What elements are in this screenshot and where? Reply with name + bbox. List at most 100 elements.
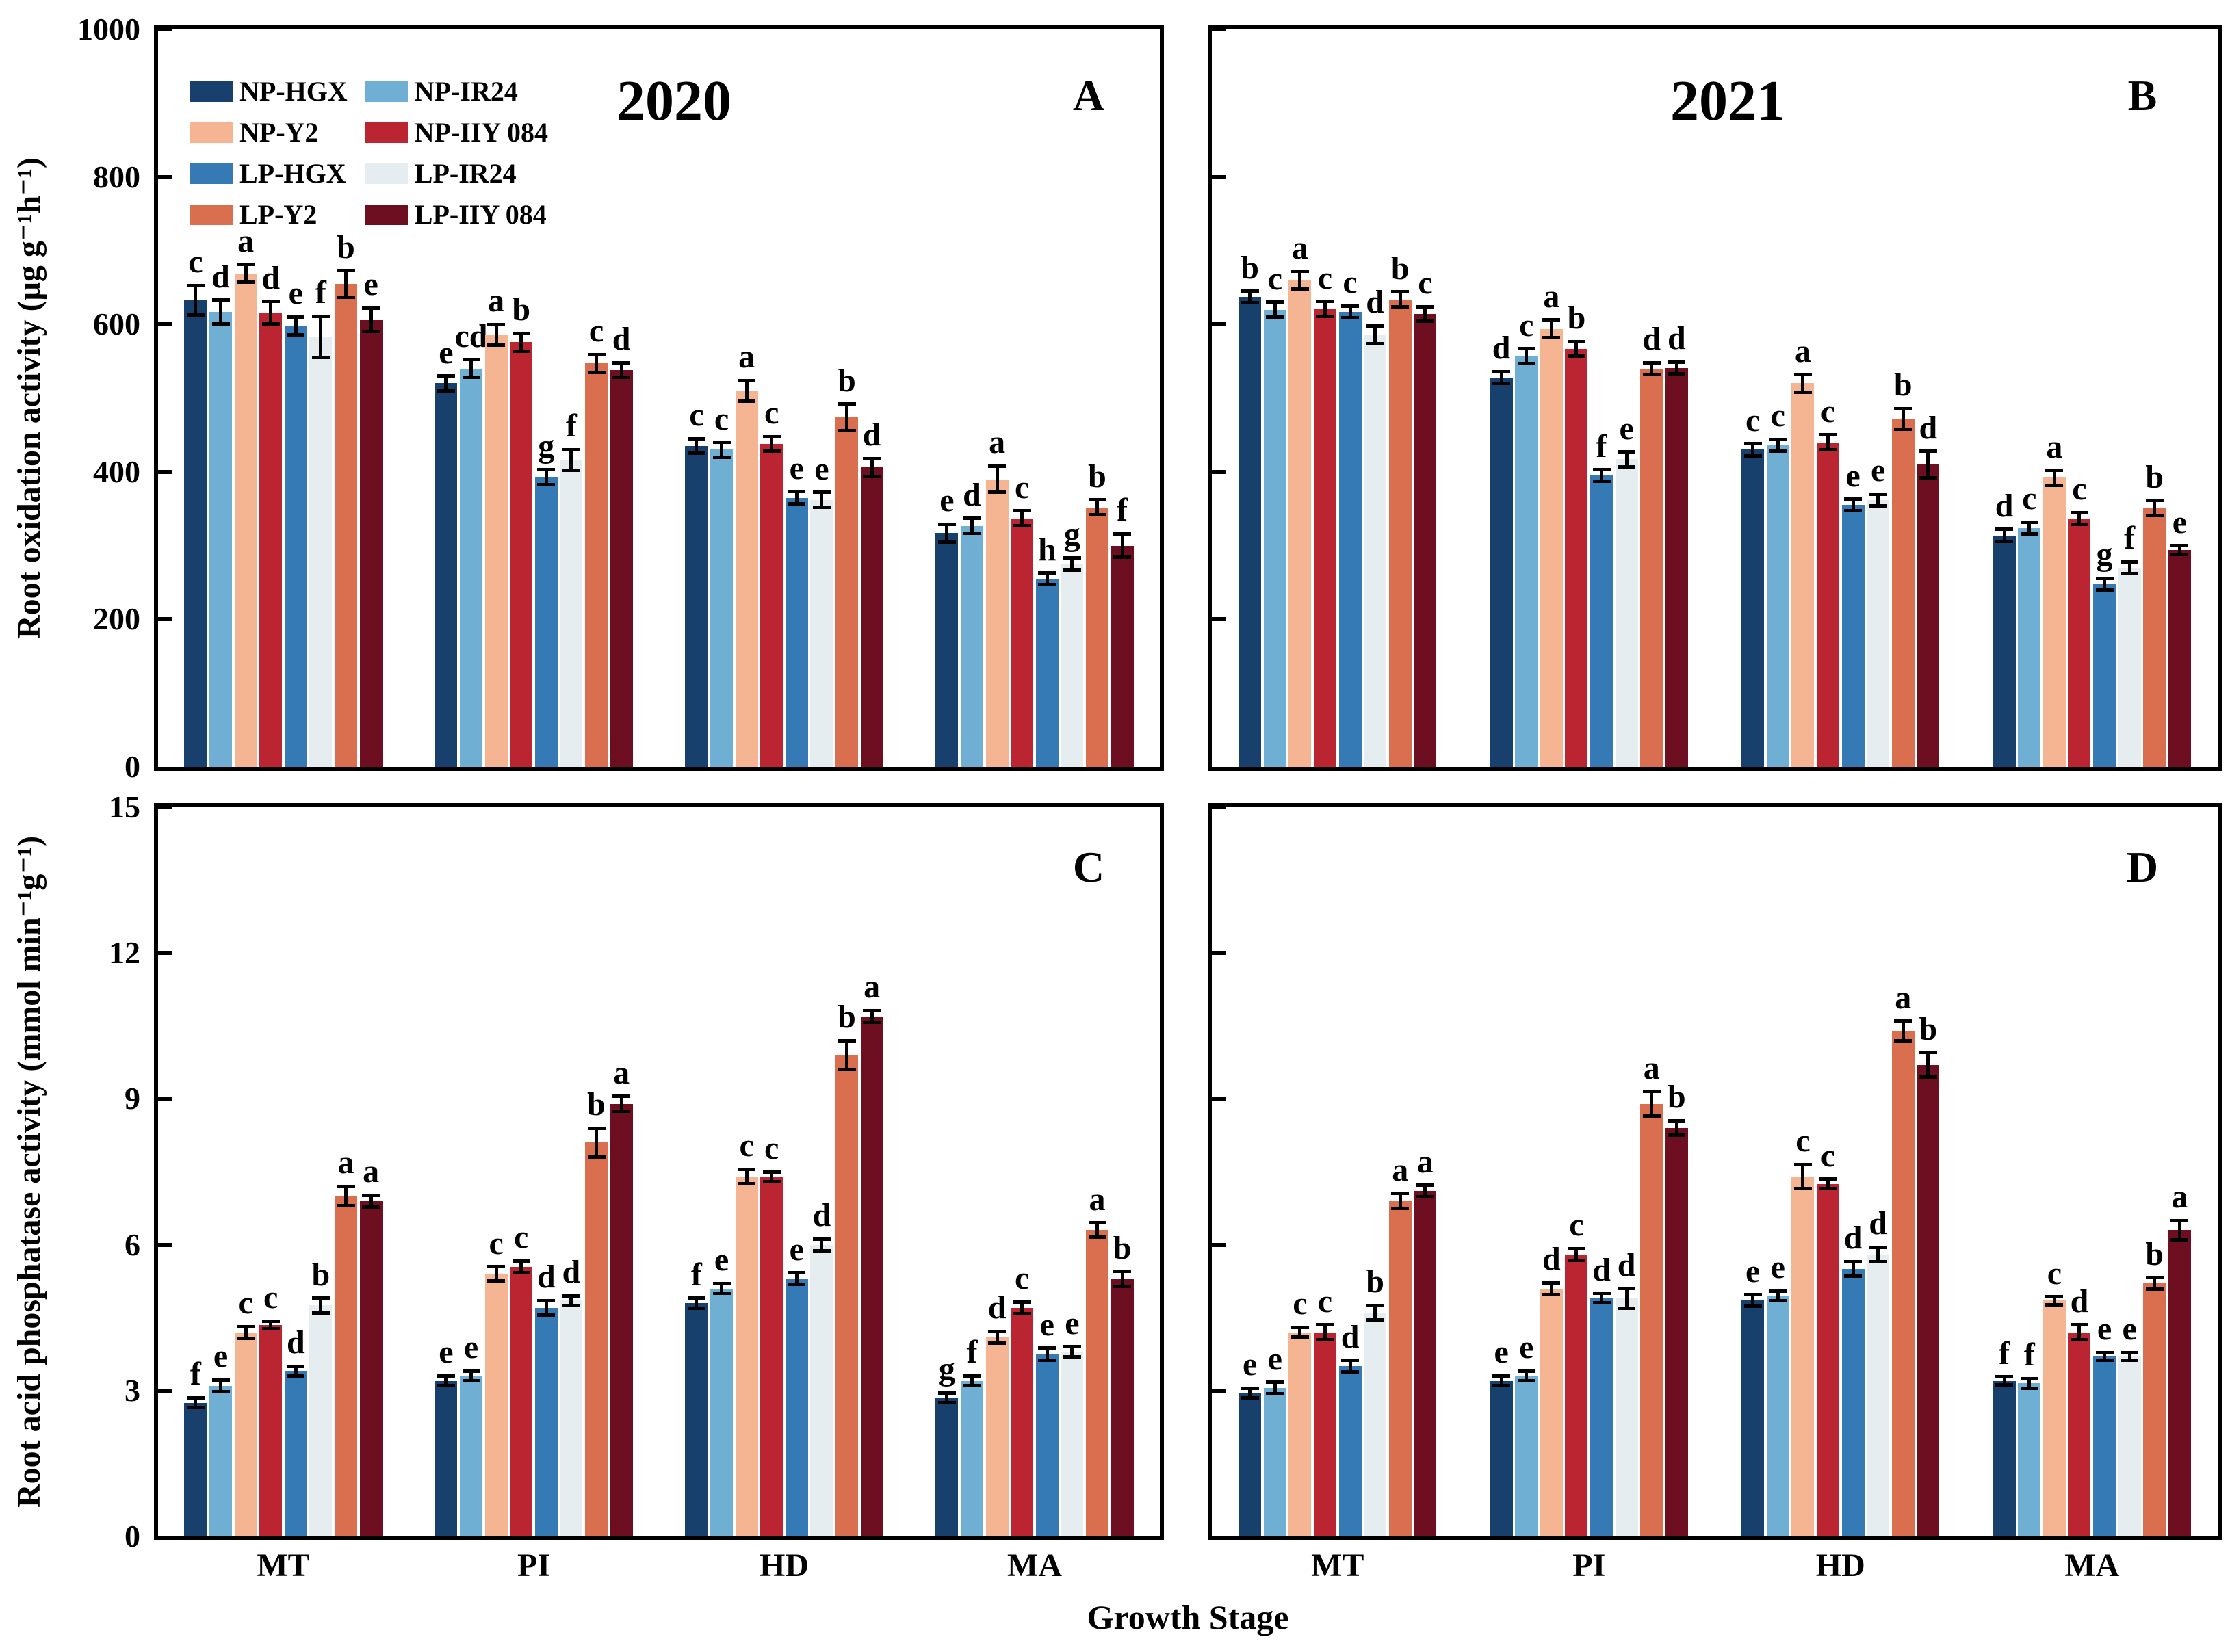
error-cap-bottom-LP-Y2-MT-B <box>1391 304 1410 309</box>
sig-letter-LP-IR24-HD-D: d <box>1869 1205 1887 1242</box>
bar-NP-Y2-HD-A <box>735 391 758 767</box>
sig-letter-LP-IR24-MA-B: f <box>2124 520 2136 557</box>
error-cap-bottom-LP-HGX-PI-C <box>537 1313 556 1317</box>
bar-LP-HGX-MA-A <box>1035 579 1059 767</box>
sig-letter-LP-IIY 084-PI-C: a <box>613 1054 630 1091</box>
error-cap-bottom-NP-IIY 084-PI-C <box>512 1270 530 1274</box>
sig-letter-NP-IR24-PI-D: e <box>1519 1329 1534 1366</box>
sig-letter-LP-IIY 084-MT-A: e <box>363 266 378 303</box>
error-bar-NP-HGX-MA-B <box>2002 529 2006 542</box>
error-cap-bottom-LP-Y2-HD-D <box>1894 1038 1913 1043</box>
error-cap-bottom-NP-Y2-HD-D <box>1793 1187 1812 1191</box>
bar-LP-IR24-HD-B <box>1867 499 1890 767</box>
bar-LP-IR24-MT-A <box>309 337 333 767</box>
error-cap-bottom-LP-Y2-MT-A <box>337 295 355 299</box>
error-bar-NP-HGX-HD-C <box>695 1298 699 1308</box>
error-bar-LP-IIY 084-HD-C <box>870 1010 874 1023</box>
sig-letter-NP-Y2-MA-A: a <box>989 424 1006 461</box>
error-cap-bottom-NP-IR24-MA-B <box>2020 532 2038 536</box>
error-cap-bottom-LP-IR24-PI-D <box>1618 1306 1636 1310</box>
bar-NP-HGX-PI-B <box>1490 377 1513 767</box>
error-cap-bottom-NP-IR24-HD-B <box>1769 449 1787 454</box>
error-cap-top-LP-Y2-MA-D <box>2145 1276 2164 1280</box>
error-cap-top-NP-IIY 084-MT-B <box>1316 300 1334 304</box>
bar-LP-IR24-MA-B <box>2118 567 2141 767</box>
error-cap-top-LP-Y2-MA-C <box>1088 1221 1106 1225</box>
error-bar-LP-HGX-MA-A <box>1045 573 1049 585</box>
x-category-C-MT: MT <box>257 1547 310 1584</box>
error-cap-top-NP-IR24-MA-C <box>963 1374 981 1378</box>
error-bar-LP-IIY 084-MT-B <box>1423 306 1427 322</box>
error-bar-LP-Y2-MA-B <box>2153 500 2157 516</box>
error-bar-NP-Y2-PI-D <box>1549 1283 1553 1295</box>
error-cap-top-LP-HGX-HD-C <box>788 1271 806 1275</box>
error-bar-LP-Y2-PI-B <box>1650 363 1654 375</box>
error-cap-top-NP-HGX-HD-B <box>1743 442 1762 446</box>
error-cap-bottom-NP-HGX-HD-C <box>687 1306 705 1310</box>
bar-LP-HGX-MT-D <box>1338 1366 1362 1536</box>
error-cap-bottom-NP-IR24-MT-B <box>1266 315 1284 319</box>
error-bar-NP-HGX-MA-D <box>2002 1376 2006 1385</box>
bar-NP-HGX-HD-C <box>685 1302 708 1536</box>
legend: NP-HGX NP-Y2 LP-HGX LP-Y2 NP-IR24 NP-IIY 084 L… <box>190 71 548 235</box>
bar-LP-HGX-MT-A <box>284 326 307 767</box>
error-cap-bottom-NP-Y2-PI-D <box>1542 1292 1561 1296</box>
bar-NP-IR24-MA-A <box>961 525 983 767</box>
error-bar-LP-HGX-HD-B <box>1851 499 1855 511</box>
error-bar-LP-IIY 084-HD-D <box>1926 1052 1930 1077</box>
error-cap-top-LP-IIY 084-PI-B <box>1668 360 1686 364</box>
error-bar-NP-HGX-PI-B <box>1499 371 1503 384</box>
error-cap-top-LP-IIY 084-HD-C <box>863 1008 881 1012</box>
error-cap-bottom-LP-Y2-MT-C <box>337 1204 355 1208</box>
error-cap-top-LP-HGX-MT-B <box>1341 304 1360 308</box>
error-cap-bottom-LP-HGX-MT-C <box>287 1374 305 1378</box>
sig-letter-LP-Y2-MT-B: b <box>1390 250 1410 287</box>
sig-letter-LP-HGX-PI-D: d <box>1592 1251 1611 1288</box>
sig-letter-NP-HGX-MT-C: f <box>190 1356 201 1393</box>
sig-letter-NP-IR24-HD-D: e <box>1770 1249 1785 1286</box>
error-cap-top-NP-HGX-HD-D <box>1743 1293 1762 1297</box>
error-bar-LP-IIY 084-MA-A <box>1120 534 1124 558</box>
error-cap-bottom-LP-HGX-MA-D <box>2095 1359 2114 1363</box>
error-bar-LP-IR24-PI-C <box>569 1296 573 1306</box>
bar-LP-IR24-MT-B <box>1364 335 1387 767</box>
error-cap-top-NP-Y2-MT-B <box>1291 270 1309 274</box>
error-cap-top-LP-HGX-HD-D <box>1844 1259 1863 1263</box>
error-bar-NP-IIY 084-MT-B <box>1323 301 1327 317</box>
error-cap-top-LP-IR24-MT-D <box>1366 1303 1384 1307</box>
error-cap-top-LP-Y2-MT-D <box>1391 1192 1410 1196</box>
bar-LP-IIY 084-HD-B <box>1917 464 1940 767</box>
sig-letter-NP-IR24-PI-C: e <box>463 1329 479 1366</box>
sig-letter-LP-HGX-HD-D: d <box>1843 1220 1863 1257</box>
error-bar-LP-IR24-PI-D <box>1624 1288 1629 1308</box>
error-cap-bottom-NP-IIY 084-HD-C <box>762 1179 781 1183</box>
panel-A-plot: c d a d e f b e e cd a b g f c d c c a c e e b d e d a c h g b f <box>154 25 1164 771</box>
sig-letter-NP-HGX-MT-D: e <box>1242 1346 1258 1383</box>
error-bar-LP-Y2-HD-D <box>1901 1021 1905 1041</box>
error-cap-bottom-NP-IIY 084-PI-B <box>1567 354 1585 358</box>
error-cap-top-NP-HGX-MT-D <box>1241 1386 1259 1390</box>
sig-letter-NP-Y2-HD-C: c <box>739 1127 754 1164</box>
sig-letter-NP-HGX-PI-C: e <box>439 1334 454 1371</box>
bar-LP-IIY 084-MT-C <box>359 1201 383 1536</box>
bar-NP-HGX-MT-A <box>184 300 207 767</box>
bar-LP-Y2-PI-D <box>1640 1103 1663 1536</box>
sig-letter-NP-IIY 084-HD-D: c <box>1820 1137 1836 1174</box>
error-cap-top-NP-IR24-PI-A <box>462 358 480 362</box>
bar-NP-HGX-MA-B <box>1993 535 2016 767</box>
error-cap-top-NP-HGX-PI-C <box>437 1374 455 1378</box>
error-cap-bottom-LP-HGX-HD-B <box>1844 509 1863 513</box>
sig-letter-LP-Y2-HD-B: b <box>1893 367 1913 404</box>
error-bar-LP-IR24-MT-A <box>319 316 323 358</box>
sig-letter-NP-IIY 084-MT-D: c <box>1317 1283 1333 1320</box>
bar-NP-Y2-MA-B <box>2043 477 2066 767</box>
error-bar-NP-IIY 084-MT-A <box>269 301 273 324</box>
sig-letter-NP-HGX-HD-B: c <box>1745 402 1761 438</box>
error-bar-NP-Y2-PI-A <box>494 324 498 345</box>
error-cap-top-NP-HGX-MT-C <box>186 1395 205 1400</box>
error-cap-top-NP-Y2-MA-C <box>988 1329 1007 1333</box>
sig-letter-NP-IIY 084-MA-A: c <box>1015 469 1030 506</box>
error-cap-bottom-LP-IR24-MA-B <box>2121 572 2139 576</box>
y-tick-B-800 <box>1212 174 1226 179</box>
sig-letter-NP-Y2-HD-A: a <box>738 339 755 376</box>
